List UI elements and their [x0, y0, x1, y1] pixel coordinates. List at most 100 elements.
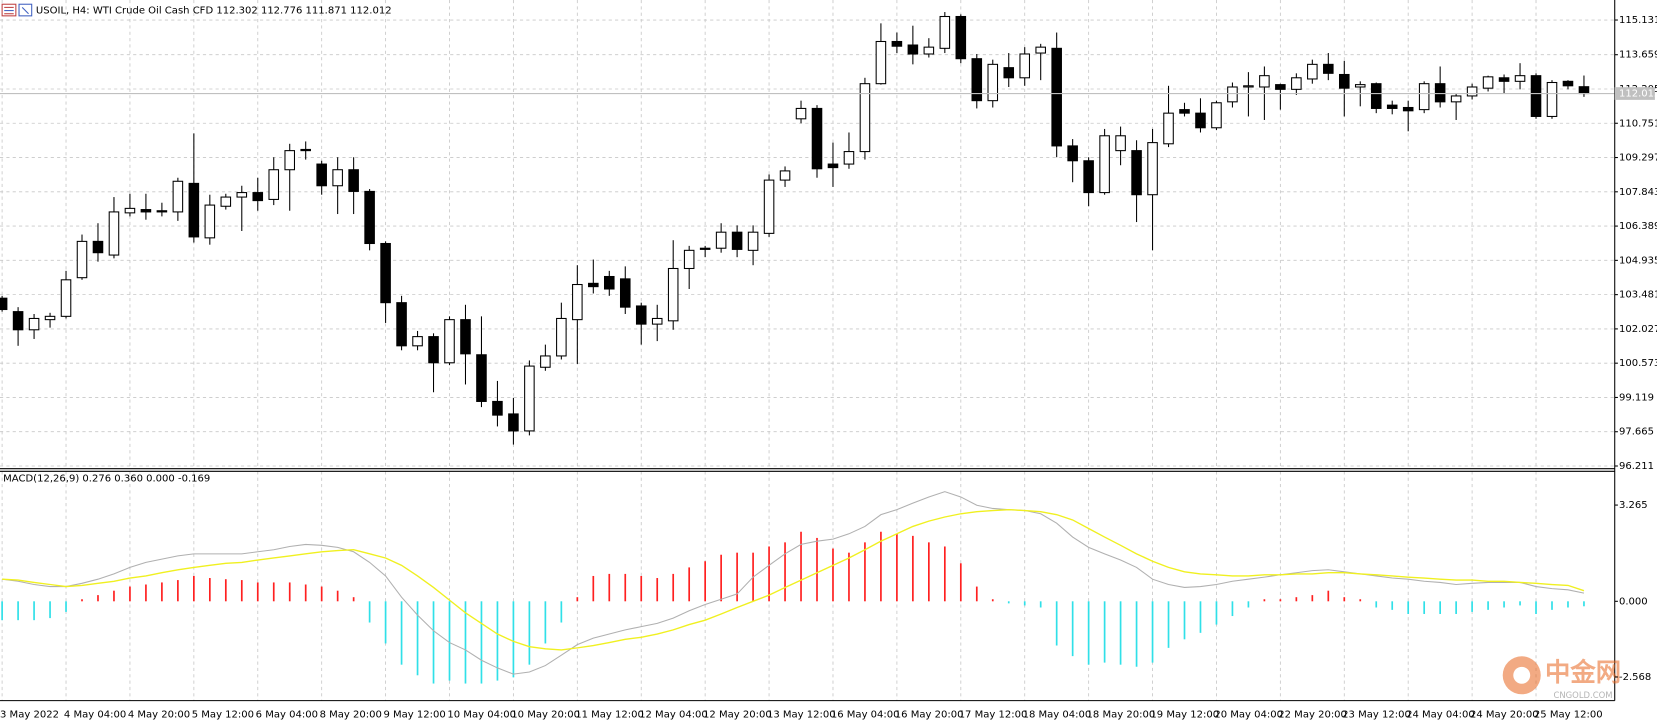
y-tick-label: -2.568	[1619, 672, 1651, 683]
indicator-header: MACD(12,26,9) 0.276 0.360 0.000 -0.169	[3, 474, 210, 485]
candle-body	[1498, 77, 1510, 82]
candle-body	[827, 163, 839, 169]
candle-body	[763, 179, 775, 234]
candle-body	[811, 107, 823, 170]
candle-body	[619, 278, 631, 308]
chart-header: USOIL, H4: WTI Crude Oil Cash CFD 112.30…	[36, 6, 392, 17]
candle-body	[1307, 63, 1318, 80]
x-tick-label: 24 May 20:00	[1470, 709, 1539, 720]
x-tick-label: 13 May 12:00	[767, 709, 836, 720]
y-tick-label: 104.935	[1619, 255, 1657, 266]
x-tick-label: 17 May 12:00	[959, 709, 1028, 720]
candle-body	[476, 354, 487, 402]
candle-body	[1067, 145, 1078, 162]
candle-body	[1291, 77, 1302, 90]
candle-body	[316, 163, 327, 187]
marks	[0, 12, 1615, 684]
candle-body	[683, 249, 695, 270]
x-tick-label: 18 May 20:00	[1087, 709, 1156, 720]
candle-body	[1227, 86, 1238, 103]
candle-body	[204, 204, 216, 239]
candle-body	[60, 279, 72, 317]
x-tick-label: 6 May 04:00	[256, 709, 318, 720]
candle-body	[44, 315, 56, 321]
candle-body	[1019, 53, 1031, 79]
x-tick-label: 5 May 12:00	[192, 709, 254, 720]
x-tick-label: 4 May 04:00	[64, 709, 126, 720]
candle-body	[843, 151, 855, 165]
candle-body	[923, 46, 935, 55]
y-tick-label: 102.027	[1619, 324, 1657, 335]
candle-body	[252, 192, 264, 202]
x-tick-label: 22 May 20:00	[1278, 709, 1347, 720]
candle-body	[875, 40, 887, 85]
y-tick-label: 107.843	[1619, 187, 1657, 198]
candle-body	[140, 209, 152, 213]
candle-body	[284, 150, 296, 171]
candle-body	[428, 336, 439, 364]
candle-body	[172, 180, 184, 213]
candle-body	[364, 190, 375, 245]
candle-body	[396, 302, 407, 347]
x-tick-label: 10 May 20:00	[511, 709, 580, 720]
x-tick-label: 16 May 20:00	[895, 709, 964, 720]
candle-body	[1115, 135, 1126, 152]
candle-body	[572, 283, 583, 321]
candle-body	[1163, 112, 1174, 145]
candle-body	[779, 170, 791, 181]
y-tick-label: 106.389	[1619, 221, 1657, 232]
candle-body	[1195, 112, 1206, 129]
candle-body	[28, 317, 40, 331]
candle-body	[1546, 81, 1558, 117]
y-tick-label: 100.573	[1619, 358, 1657, 369]
candle-body	[108, 211, 120, 256]
candle-body	[1434, 83, 1446, 103]
candle-body	[1131, 150, 1142, 196]
candle-body	[1338, 73, 1350, 89]
candle-body	[12, 311, 24, 331]
candle-body	[1530, 75, 1542, 117]
candle-body	[1514, 75, 1526, 82]
candle-body	[0, 297, 8, 311]
watermark-text: 中金网	[1545, 657, 1621, 687]
candle-body	[412, 336, 423, 347]
candle-body	[715, 231, 727, 249]
candle-body	[332, 169, 343, 187]
candle-body	[92, 240, 104, 254]
candle-body	[588, 282, 599, 288]
y-tick-label: 113.659	[1619, 50, 1657, 61]
candle-body	[1035, 46, 1046, 54]
x-tick-label: 12 May 20:00	[703, 709, 772, 720]
candle-body	[1370, 83, 1382, 109]
candle-body	[1211, 102, 1222, 129]
candle-body	[699, 247, 711, 250]
y-tick-label: 3.265	[1619, 500, 1648, 511]
candle-body	[1275, 84, 1286, 90]
candle-body	[300, 148, 311, 152]
candle-body	[1179, 109, 1190, 114]
candle-body	[859, 83, 871, 153]
candle-body	[1578, 86, 1590, 95]
x-tick-label: 12 May 04:00	[639, 709, 708, 720]
candle-body	[1466, 86, 1478, 97]
current-price-label: 112.012	[1619, 89, 1657, 100]
candle-body	[1402, 106, 1414, 112]
x-tick-label: 25 May 12:00	[1534, 709, 1603, 720]
y-tick-label: 99.119	[1619, 392, 1654, 403]
candle-body	[492, 400, 503, 416]
candle-body	[939, 15, 951, 49]
watermark-sub: CNGOLD.COM	[1553, 690, 1612, 700]
candle-body	[156, 210, 168, 213]
candle-body	[635, 305, 647, 325]
x-tick-label: 23 May 12:00	[1342, 709, 1411, 720]
candle-body	[907, 44, 919, 55]
candle-body	[188, 182, 200, 238]
candle-body	[1051, 47, 1062, 147]
candle-body	[380, 242, 391, 304]
watermark: 中金网 CNGOLD.COM	[1502, 656, 1621, 700]
x-tick-label: 19 May 12:00	[1150, 709, 1219, 720]
candle-body	[1482, 76, 1494, 89]
candle-body	[76, 240, 88, 279]
candle-body	[1259, 75, 1270, 88]
